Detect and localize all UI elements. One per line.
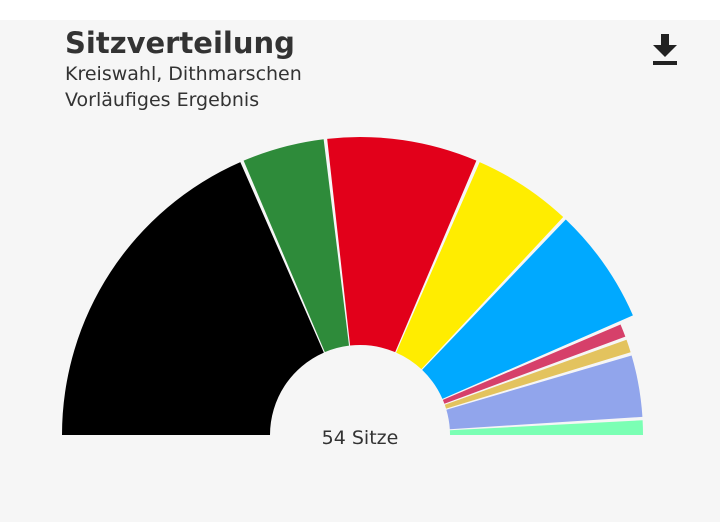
- seat-wedge-3[interactable]: [327, 137, 477, 353]
- seat-wedge-8[interactable]: [446, 355, 643, 430]
- download-icon: [653, 34, 677, 65]
- seat-wedge-1[interactable]: [62, 162, 324, 435]
- seat-wedge-2[interactable]: [243, 139, 350, 353]
- download-button[interactable]: [648, 32, 682, 68]
- total-seats-label: 54 Sitze: [321, 427, 399, 449]
- seat-wedge-5[interactable]: [422, 219, 633, 399]
- seat-wedge-7[interactable]: [444, 339, 631, 409]
- seat-wedge-9[interactable]: [449, 420, 643, 435]
- chart-subtitle-status: Vorläufiges Ergebnis: [65, 89, 260, 111]
- seat-wedge-6[interactable]: [442, 324, 626, 404]
- chart-title: Sitzverteilung: [65, 26, 295, 60]
- seat-wedge-4[interactable]: [396, 162, 564, 370]
- chart-subtitle-election: Kreiswahl, Dithmarschen: [65, 63, 302, 85]
